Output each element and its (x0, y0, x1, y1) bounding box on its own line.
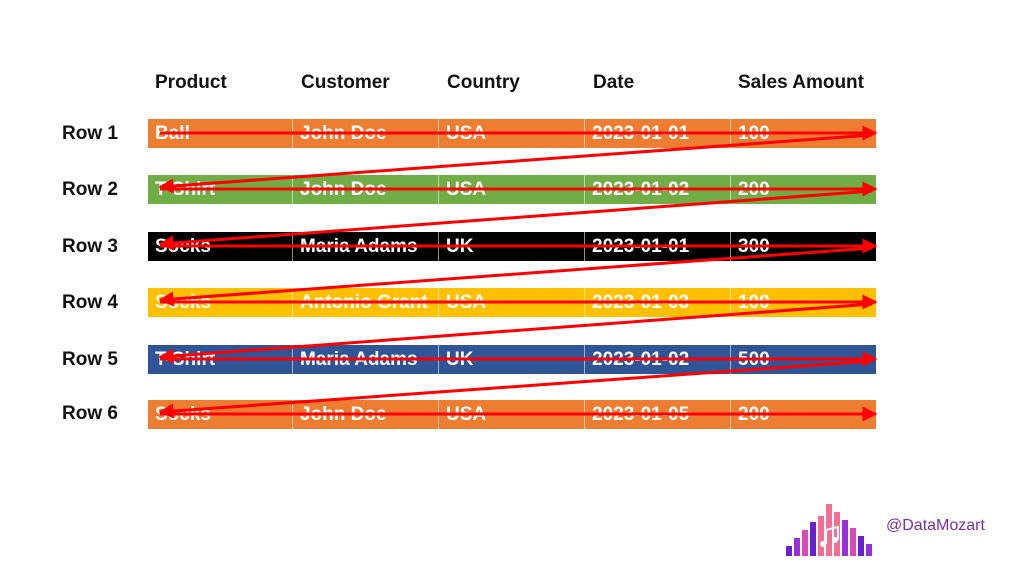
header-country: Country (447, 72, 520, 93)
cell-sales-amount: 200 (738, 179, 770, 200)
logo-bar (842, 520, 848, 556)
logo-bar (786, 546, 792, 556)
logo-bar (810, 522, 816, 556)
cell-product: Socks (148, 400, 293, 429)
cell-product: T-Shirt (148, 345, 293, 374)
table-row-4: Socks Antonio Grant USA 2023-01-03 100 (148, 288, 876, 317)
logo-bar (866, 544, 872, 556)
cell-country: UK (439, 232, 585, 261)
row-label-2: Row 2 (62, 179, 118, 200)
table-row-1: Ball John Doe USA 2023-01-01 100 (148, 119, 876, 148)
table-row-3: Socks Maria Adams UK 2023-01-01 300 (148, 232, 876, 261)
header-product: Product (155, 72, 227, 93)
cell-date: 2023-01-01 (585, 232, 731, 261)
cell-date: 2023-01-05 (585, 400, 731, 429)
cell-product: Ball (148, 119, 293, 148)
cell-sales-amount: 200 (738, 404, 770, 425)
cell-date: 2023-01-01 (585, 119, 731, 148)
cell-customer: John Doe (293, 400, 439, 429)
cell-sales-amount: 300 (738, 236, 770, 257)
row-label-4: Row 4 (62, 292, 118, 313)
cell-country: USA (439, 119, 585, 148)
logo-bar (802, 530, 808, 556)
cell-country: USA (439, 175, 585, 204)
row-label-3: Row 3 (62, 236, 118, 257)
header-customer: Customer (301, 72, 390, 93)
table-row-5: T-Shirt Maria Adams UK 2023-01-02 500 (148, 345, 876, 374)
cell-sales-amount: 100 (738, 292, 770, 313)
logo-bar (818, 516, 824, 556)
row-label-5: Row 5 (62, 349, 118, 370)
datamozart-logo-icon (786, 504, 872, 556)
cell-country: USA (439, 400, 585, 429)
table-row-6: Socks John Doe USA 2023-01-05 200 (148, 400, 876, 429)
cell-customer: Maria Adams (293, 345, 439, 374)
header-sales-amount: Sales Amount (738, 72, 864, 93)
cell-date: 2023-01-02 (585, 345, 731, 374)
logo-bar (794, 538, 800, 556)
cell-customer: Maria Adams (293, 232, 439, 261)
cell-product: Socks (148, 288, 293, 317)
row-label-6: Row 6 (62, 403, 118, 424)
cell-customer: Antonio Grant (293, 288, 439, 317)
cell-customer: John Doe (293, 175, 439, 204)
cell-country: USA (439, 288, 585, 317)
cell-product: T-Shirt (148, 175, 293, 204)
header-date: Date (593, 72, 635, 93)
row-label-1: Row 1 (62, 123, 118, 144)
cell-customer: John Doe (293, 119, 439, 148)
cell-sales-amount: 100 (738, 123, 770, 144)
cell-product: Socks (148, 232, 293, 261)
cell-date: 2023-01-02 (585, 175, 731, 204)
logo-bar (850, 528, 856, 556)
cell-sales-amount: 500 (738, 349, 770, 370)
cell-country: UK (439, 345, 585, 374)
cell-date: 2023-01-03 (585, 288, 731, 317)
table-row-2: T-Shirt John Doe USA 2023-01-02 200 (148, 175, 876, 204)
brand-handle: @DataMozart (886, 517, 985, 534)
logo-bar (858, 536, 864, 556)
